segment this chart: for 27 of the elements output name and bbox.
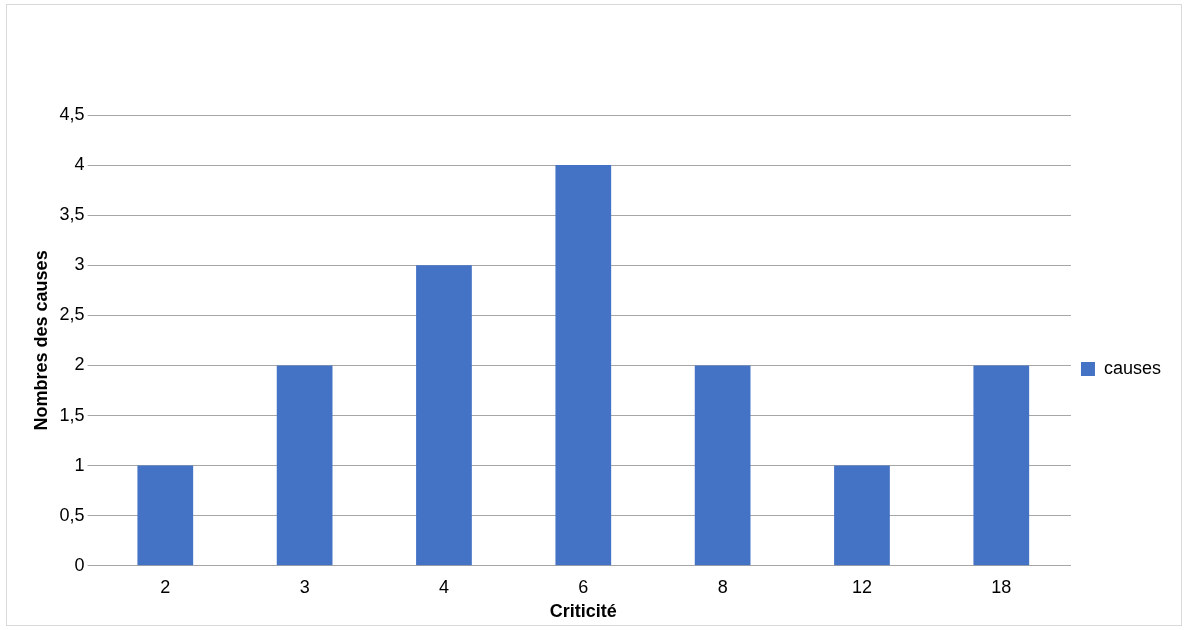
y-tick-label: 4,5 xyxy=(59,103,85,124)
x-tick-label: 8 xyxy=(717,576,728,597)
bar xyxy=(555,165,612,566)
y-tick-label: 4 xyxy=(74,154,85,175)
x-tick-label: 3 xyxy=(299,576,310,597)
y-axis-title: Nombres des causes xyxy=(30,250,51,431)
x-tick-label: 4 xyxy=(438,576,449,597)
bar xyxy=(137,465,194,566)
x-tick-label: 2 xyxy=(160,576,171,597)
x-tick-label: 12 xyxy=(851,576,872,597)
y-tick-label: 0 xyxy=(74,554,85,575)
y-tick-label: 2 xyxy=(74,354,85,375)
y-tick-label: 3 xyxy=(74,254,85,275)
x-axis-title: Criticité xyxy=(549,601,617,622)
bar xyxy=(416,265,472,566)
y-tick-label: 1 xyxy=(74,454,85,475)
y-tick-label: 2,5 xyxy=(59,304,85,325)
y-tick-label: 0,5 xyxy=(59,504,85,525)
y-tick-label: 3,5 xyxy=(59,204,85,225)
bar xyxy=(694,365,751,566)
bar xyxy=(834,465,890,566)
x-tick-label: 6 xyxy=(578,576,589,597)
x-tick-label: 18 xyxy=(991,576,1012,597)
bar xyxy=(276,365,333,566)
y-tick-label: 1,5 xyxy=(59,404,85,425)
legend-label: causes xyxy=(1103,357,1162,378)
bar xyxy=(973,365,1030,566)
